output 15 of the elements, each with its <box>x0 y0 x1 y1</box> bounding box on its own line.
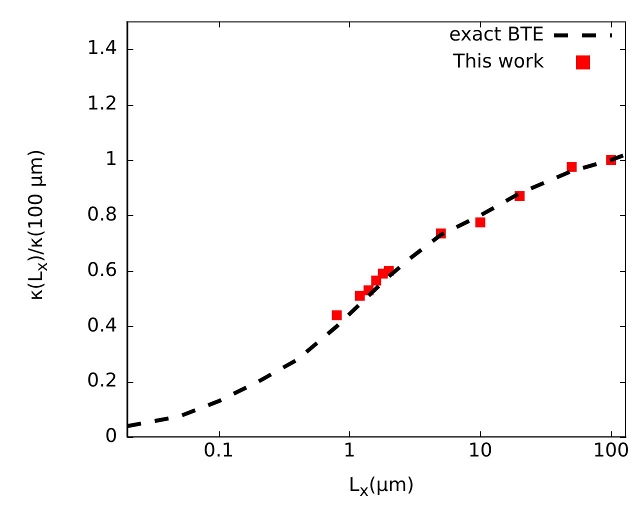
x-tick-label: 100 <box>592 440 630 462</box>
x-axis-title: L$_{x}$(μm) <box>348 474 416 500</box>
x-tick-label: 1 <box>343 440 356 462</box>
y-tick-label: 0.8 <box>87 203 118 226</box>
legend-label: exact BTE <box>449 23 544 46</box>
y-tick-label: 1.2 <box>87 92 118 114</box>
y-tick-label: 0.4 <box>87 314 118 336</box>
x-tick-label: 0.1 <box>204 440 234 462</box>
y-tick-label: 0.2 <box>87 370 118 392</box>
x-tick-label: 10 <box>468 440 492 462</box>
y-tick-label: 1.4 <box>87 37 118 60</box>
y-tick-label: 1 <box>105 148 118 170</box>
legend-label: This work <box>452 50 544 72</box>
y-tick-label: 0 <box>105 425 118 448</box>
y-tick-label: 0.6 <box>87 258 118 281</box>
